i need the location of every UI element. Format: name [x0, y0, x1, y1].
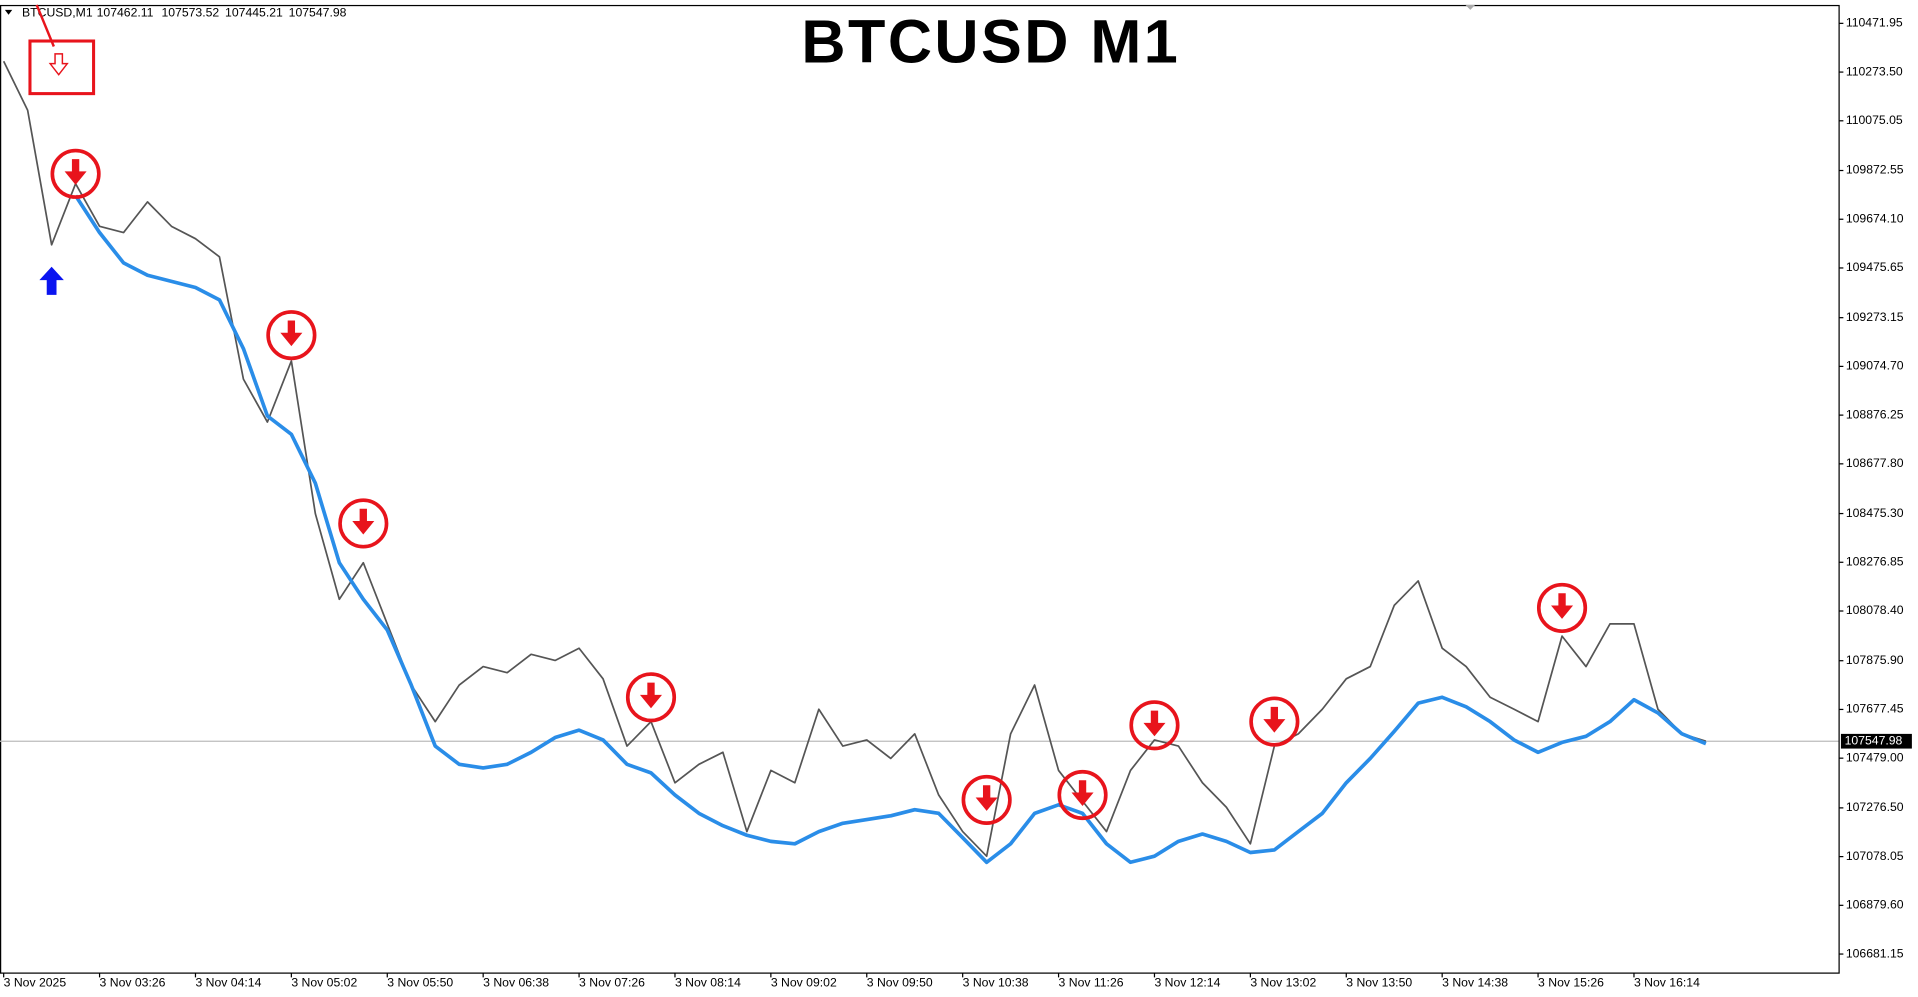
y-tick-label: 109273.15: [1846, 310, 1904, 324]
x-tick-label: 3 Nov 13:50: [1346, 976, 1412, 990]
price-line: [2, 60, 1707, 858]
sell-signal-part: [639, 682, 663, 709]
signal-box: [28, 39, 96, 96]
x-tick-label: 3 Nov 10:38: [963, 976, 1029, 990]
y-tick-label: 107875.90: [1846, 653, 1904, 667]
last-price-box: [1840, 733, 1912, 749]
price-line: [74, 194, 1707, 865]
sell-signal-part: [1263, 706, 1286, 733]
sell-signal-part: [1057, 769, 1108, 821]
y-tick-label: 109674.10: [1846, 211, 1904, 225]
sell-signal: [338, 498, 389, 549]
y-tick-label: 109074.70: [1846, 359, 1904, 373]
y-tick-label: 108876.25: [1846, 407, 1904, 421]
sell-signal-part: [338, 498, 389, 549]
x-tick-label: 3 Nov 03:26: [100, 976, 166, 990]
y-tick-label: 110273.50: [1846, 64, 1903, 78]
x-tick-label: 3 Nov 08:14: [675, 976, 741, 990]
scroll-marker: [1465, 4, 1476, 10]
sell-signal-part: [1143, 710, 1166, 737]
x-tick-label: 3 Nov 16:14: [1634, 976, 1700, 990]
sell-signal-part: [50, 148, 101, 199]
sell-signal: [625, 672, 677, 723]
y-tick-label: 106879.60: [1846, 898, 1904, 912]
y-tick-label: 107677.45: [1846, 702, 1904, 716]
sell-signal: [1249, 696, 1300, 747]
y-tick-label: 108276.85: [1846, 555, 1904, 569]
symbol: BTCUSD,M1: [22, 6, 93, 20]
sell-signal-part: [961, 774, 1012, 825]
sell-signal-part: [280, 320, 303, 347]
y-tick-label: 108475.30: [1846, 506, 1904, 520]
sell-signal-part: [975, 785, 998, 811]
y-tick-label: 109475.65: [1846, 260, 1904, 274]
y-tick-label: 110471.95: [1846, 16, 1903, 30]
menu-triangle: [4, 9, 13, 15]
y-tick-label: 108078.40: [1846, 603, 1904, 617]
x-tick-label: 3 Nov 13:02: [1250, 976, 1316, 990]
y-tick-label: 107479.00: [1846, 750, 1904, 764]
y-tick-label: 110075.05: [1846, 113, 1903, 127]
sell-signal: [1057, 769, 1108, 821]
x-tick-label: 3 Nov 11:26: [1059, 976, 1124, 990]
plot-frame: [0, 4, 1840, 974]
x-tick-label: 3 Nov 05:02: [291, 976, 357, 990]
x-tick-label: 3 Nov 09:50: [867, 976, 933, 990]
y-tick-label: 107078.05: [1846, 849, 1904, 863]
sell-signal-part: [625, 672, 677, 723]
chart-title: BTCUSD M1: [801, 8, 1180, 76]
ohlc-close: 107547.98: [289, 6, 347, 20]
x-tick-label: 3 Nov 06:38: [483, 976, 549, 990]
y-tick-label: 108677.80: [1846, 456, 1904, 470]
ohlc-low: 107445.21: [225, 6, 283, 20]
x-tick-label: 3 Nov 15:26: [1538, 976, 1604, 990]
sell-signal-part: [1129, 700, 1180, 751]
sell-signal-part: [1536, 582, 1588, 633]
sell-signal: [1536, 582, 1588, 633]
sell-signal: [1129, 700, 1180, 751]
sell-signal-part: [1551, 593, 1574, 619]
x-tick-label: 3 Nov 07:26: [579, 976, 645, 990]
x-tick-label: 3 Nov 2025: [4, 976, 67, 990]
ohlc-open: 107462.11: [97, 6, 154, 20]
sell-signal-part: [266, 310, 317, 361]
sell-signal-part: [1249, 696, 1300, 747]
ohlc-high: 107573.52: [161, 6, 219, 20]
x-tick-label: 3 Nov 14:38: [1442, 976, 1508, 990]
sell-signal-part: [1071, 780, 1094, 806]
last-price-label: 107547.98: [1845, 733, 1903, 747]
y-tick-label: 107276.50: [1846, 800, 1904, 814]
x-tick-label: 3 Nov 12:14: [1154, 976, 1220, 990]
signal-box-arrow: [48, 53, 69, 76]
sell-signal: [266, 310, 317, 361]
y-tick-label: 109872.55: [1846, 163, 1904, 177]
sell-signal-part: [64, 159, 87, 185]
buy-signal: [39, 266, 64, 295]
sell-signal: [50, 148, 101, 199]
x-tick-label: 3 Nov 09:02: [771, 976, 837, 990]
sell-signal: [961, 774, 1012, 825]
x-tick-label: 3 Nov 05:50: [387, 976, 453, 990]
sell-signal-part: [352, 508, 375, 535]
y-tick-label: 106681.15: [1846, 946, 1904, 960]
x-tick-label: 3 Nov 04:14: [195, 976, 261, 990]
